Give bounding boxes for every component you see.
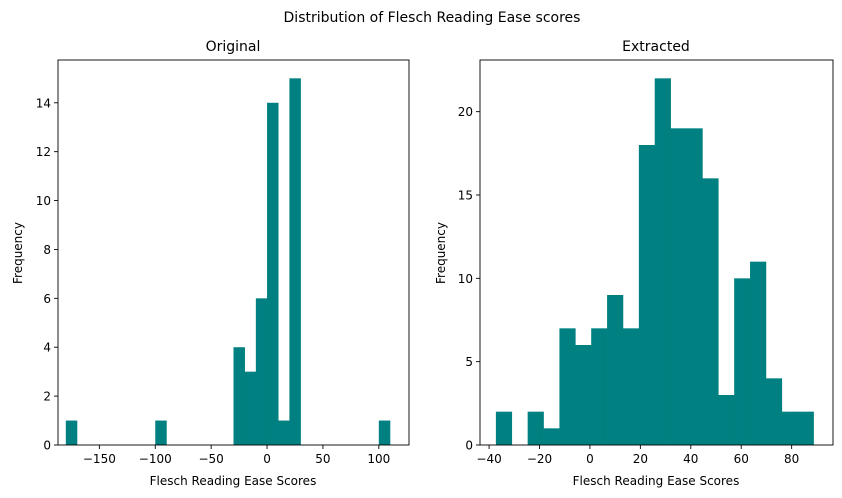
histogram-bar [622,328,640,445]
x-tick-label: 40 [683,452,698,466]
histogram-bar [638,145,656,445]
histogram-bar [267,102,279,446]
y-tick-label: 2 [43,390,51,404]
histogram-bar [591,328,608,445]
x-tick-label: 60 [734,452,749,466]
chart-extracted-ylabel: Frequency [434,222,448,284]
chart-extracted: Extracted −40 −20 0 20 40 60 80 0 5 10 15 20 Flesch… [434,39,834,488]
histogram-bar [543,428,560,445]
y-tick-label: 0 [465,439,473,453]
histogram-bar [559,328,576,445]
figure-suptitle: Distribution of Flesch Reading Ease scor… [284,10,581,26]
y-tick-label: 14 [36,96,51,110]
x-tick-label: −40 [476,452,501,466]
histogram-bar [575,345,592,445]
x-tick-label: 0 [586,452,594,466]
histogram-bar [670,128,687,446]
chart-extracted-title: Extracted [622,39,690,55]
histogram-bar [718,395,735,445]
histogram-bar [797,411,814,445]
histogram-bar [233,347,245,445]
histogram-bar [750,261,767,445]
x-tick-label: −50 [198,452,223,466]
y-tick-label: 10 [458,272,473,286]
histogram-bar [65,420,78,445]
histogram-bar [255,298,268,445]
chart-extracted-plot-area: −40 −20 0 20 40 60 80 0 5 10 15 20 [458,59,834,466]
chart-extracted-xlabel: Flesch Reading Ease Scores [573,474,740,488]
histogram-bar [155,420,167,445]
y-tick-label: 20 [458,105,473,119]
axes-frame [57,59,410,446]
y-tick-label: 8 [43,243,51,257]
histogram-bar [765,378,783,445]
histogram-bar [734,278,751,445]
histogram-bar [607,295,624,445]
chart-original-ylabel: Frequency [11,222,25,284]
histogram-bar [527,411,544,445]
chart-original-xlabel: Flesch Reading Ease Scores [150,474,317,488]
x-tick-label: −100 [139,452,172,466]
x-tick-label: 0 [263,452,271,466]
y-tick-label: 12 [36,145,51,159]
x-tick-label: −20 [527,452,552,466]
chart-original-title: Original [206,39,261,55]
x-tick-label: 100 [367,452,390,466]
histogram-bar [289,78,301,445]
x-tick-label: −150 [83,452,116,466]
histogram-bar [244,371,257,445]
y-tick-label: 15 [458,189,473,203]
y-tick-label: 6 [43,292,51,306]
chart-original-plot-area: −150 −100 −50 0 50 100 0 2 4 6 8 10 12 14 [36,59,410,466]
histogram-bar [686,128,703,446]
histogram-bar [495,411,513,445]
histogram-bar [702,178,719,446]
x-tick-label: 80 [784,452,799,466]
axes-frame [479,59,834,446]
y-tick-label: 5 [465,355,473,369]
chart-original: Original −150 −100 −50 0 50 100 0 2 4 6 8 10 12 14 Fl… [11,39,410,488]
y-tick-label: 0 [43,439,51,453]
y-tick-label: 4 [43,341,51,355]
x-tick-label: 20 [633,452,648,466]
x-tick-label: 50 [315,452,330,466]
histogram-bar [781,411,798,445]
histogram-bar [378,420,391,445]
y-tick-label: 10 [36,194,51,208]
histogram-bar [654,78,671,445]
histogram-bar [278,420,290,445]
